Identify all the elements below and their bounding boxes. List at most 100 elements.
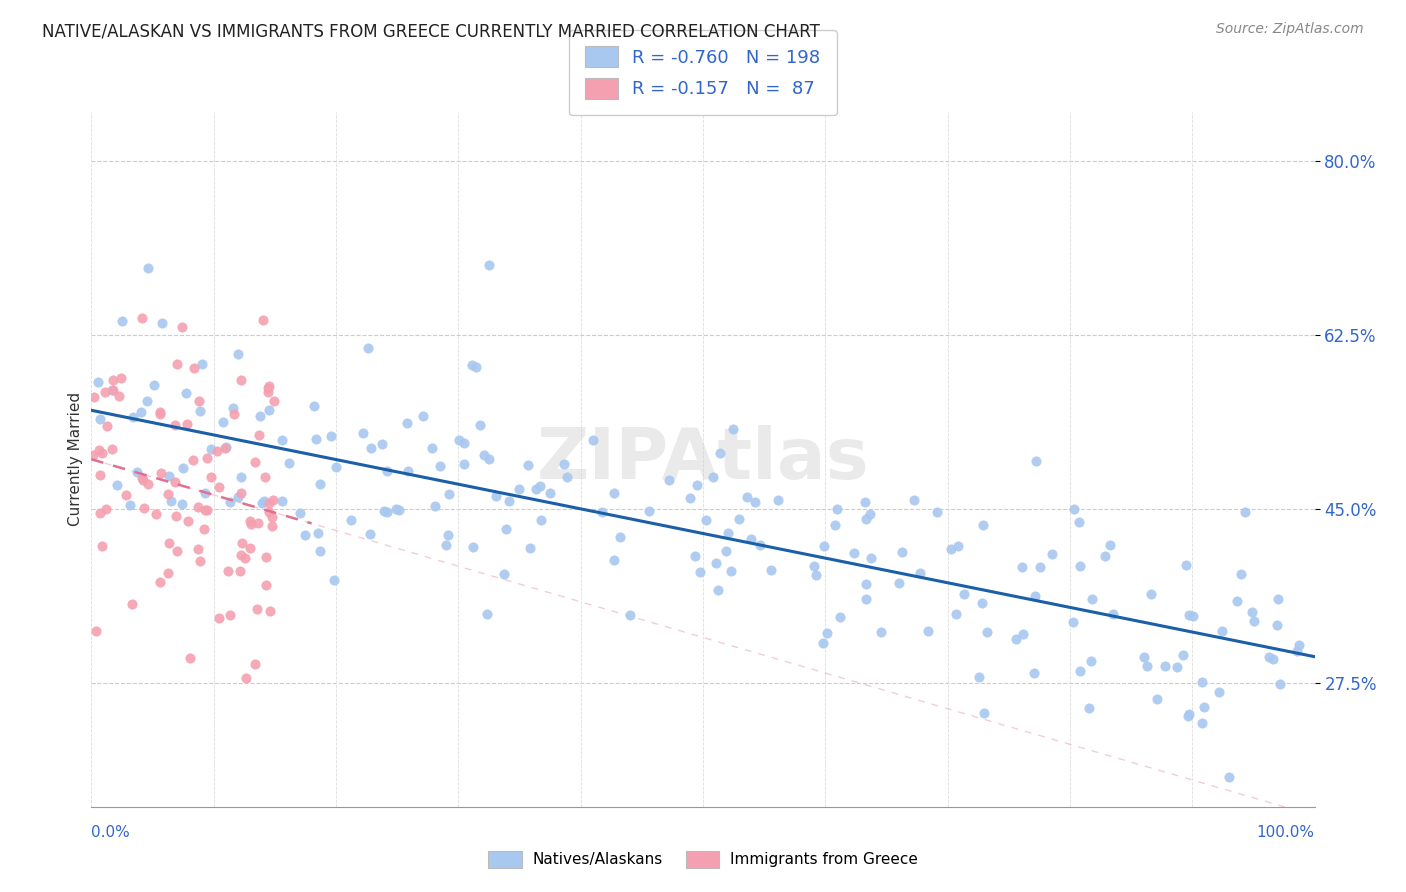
Point: [254, 550, 277, 565]
Point: [143, 377, 166, 392]
Point: [461, 358, 484, 372]
Point: [229, 373, 252, 387]
Point: [115, 488, 138, 502]
Point: [217, 564, 239, 578]
Point: [1024, 590, 1046, 604]
Point: [226, 490, 249, 504]
Point: [859, 507, 882, 521]
Point: [953, 587, 976, 601]
Point: [498, 494, 520, 508]
Point: [262, 493, 284, 508]
Point: [191, 357, 214, 371]
Point: [101, 442, 124, 457]
Point: [231, 536, 253, 550]
Point: [538, 486, 561, 500]
Point: [603, 485, 626, 500]
Point: [82, 448, 104, 462]
Point: [89, 442, 111, 457]
Point: [259, 505, 281, 519]
Point: [388, 502, 411, 516]
Point: [188, 404, 211, 418]
Point: [555, 470, 578, 484]
Point: [252, 313, 274, 327]
Point: [972, 517, 994, 532]
Point: [87, 375, 110, 389]
Point: [969, 670, 991, 684]
Point: [464, 359, 486, 374]
Point: [720, 565, 742, 579]
Point: [325, 460, 347, 475]
Point: [1177, 707, 1199, 722]
Point: [373, 504, 395, 518]
Point: [516, 458, 538, 472]
Point: [749, 538, 772, 552]
Point: [259, 379, 281, 393]
Point: [1267, 591, 1289, 606]
Point: [707, 582, 730, 597]
Point: [156, 487, 179, 501]
Point: [136, 476, 159, 491]
Point: [179, 651, 201, 665]
Point: [302, 399, 325, 413]
Point: [357, 341, 380, 355]
Point: [83, 390, 105, 404]
Point: [129, 404, 152, 418]
Point: [449, 433, 471, 447]
Point: [253, 494, 276, 508]
Point: [1267, 617, 1289, 632]
Point: [1025, 454, 1047, 468]
Point: [475, 607, 498, 622]
Point: [1140, 587, 1163, 601]
Point: [246, 516, 269, 530]
Point: [495, 522, 517, 536]
Point: [740, 532, 762, 546]
Point: [131, 471, 153, 485]
Point: [723, 422, 745, 436]
Point: [429, 459, 451, 474]
Point: [157, 566, 180, 581]
Point: [420, 442, 443, 456]
Point: [1094, 549, 1116, 564]
Point: [804, 567, 827, 582]
Point: [340, 513, 363, 527]
Point: [461, 540, 484, 554]
Text: 0.0%: 0.0%: [91, 825, 131, 840]
Point: [308, 476, 330, 491]
Point: [152, 316, 174, 330]
Point: [190, 554, 212, 568]
Point: [686, 477, 709, 491]
Point: [811, 636, 834, 650]
Point: [1028, 560, 1050, 574]
Point: [842, 546, 865, 560]
Point: [716, 525, 738, 540]
Text: Source: ZipAtlas.com: Source: ZipAtlas.com: [1216, 22, 1364, 37]
Point: [262, 519, 284, 533]
Point: [855, 591, 877, 606]
Point: [254, 470, 277, 484]
Point: [728, 512, 751, 526]
Point: [219, 495, 242, 509]
Point: [1268, 677, 1291, 691]
Point: [917, 624, 939, 639]
Point: [855, 576, 877, 591]
Point: [1062, 615, 1084, 629]
Point: [1192, 700, 1215, 714]
Point: [200, 469, 222, 483]
Point: [695, 513, 717, 527]
Point: [181, 453, 204, 467]
Point: [828, 610, 851, 624]
Point: [135, 394, 157, 409]
Point: [250, 496, 273, 510]
Point: [385, 501, 408, 516]
Point: [890, 545, 912, 559]
Point: [685, 549, 707, 564]
Point: [149, 407, 172, 421]
Point: [194, 503, 217, 517]
Point: [1173, 648, 1195, 662]
Point: [972, 596, 994, 610]
Point: [375, 505, 398, 519]
Point: [1243, 614, 1265, 628]
Point: [118, 498, 141, 512]
Point: [1102, 607, 1125, 621]
Point: [195, 503, 218, 517]
